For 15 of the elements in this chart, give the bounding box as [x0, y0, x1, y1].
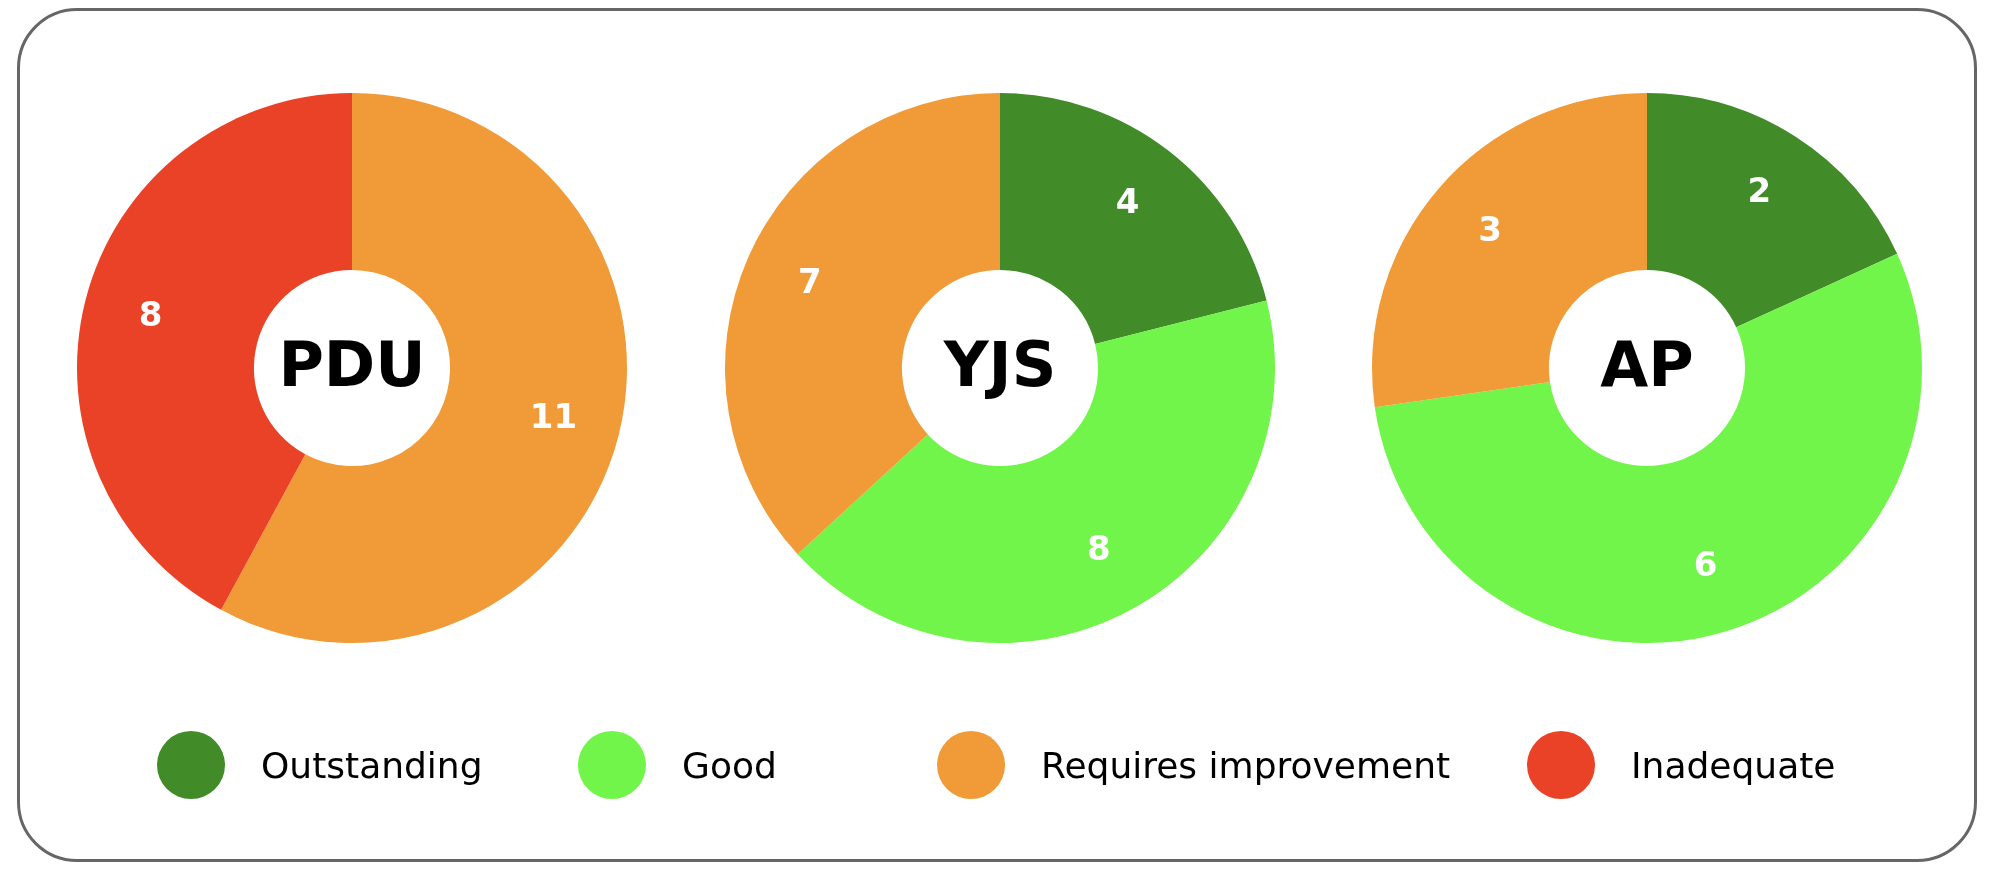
text: PDU	[278, 328, 426, 402]
text: AP	[1600, 328, 1694, 402]
legend-label: Requires improvement	[1041, 744, 1451, 786]
data-label: 8	[138, 293, 163, 334]
data-label: 6	[1693, 544, 1718, 585]
legend-label: Inadequate	[1631, 744, 1836, 786]
legend-label: Outstanding	[261, 744, 483, 786]
data-label: 8	[1087, 527, 1111, 568]
legend-label: Good	[682, 744, 777, 786]
data-label: 3	[1478, 208, 1502, 249]
data-label: 7	[797, 261, 822, 302]
data-label: 11	[529, 395, 578, 436]
data-label: 2	[1747, 170, 1772, 211]
text: YJS	[942, 328, 1057, 402]
data-label: 4	[1115, 180, 1140, 221]
